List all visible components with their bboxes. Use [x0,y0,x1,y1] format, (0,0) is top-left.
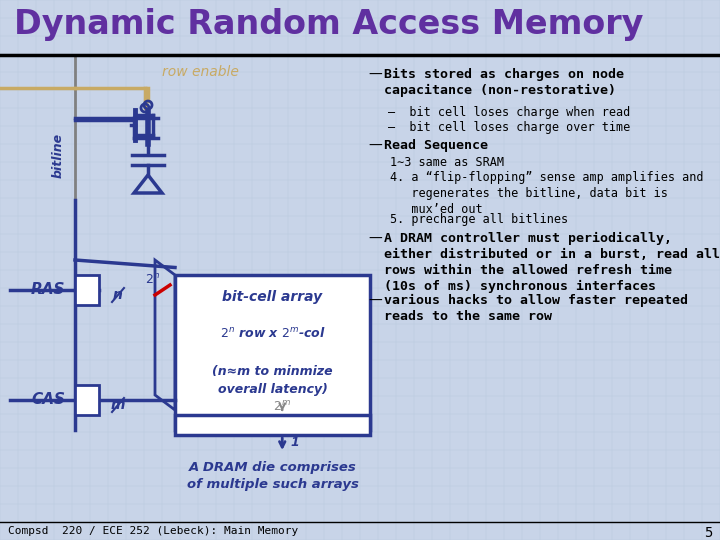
Text: —: — [368,232,382,246]
Text: 5: 5 [703,526,712,540]
Text: $2^n$ row x $2^m$-col: $2^n$ row x $2^m$-col [220,326,325,340]
Text: 1∼3 same as SRAM: 1∼3 same as SRAM [390,156,504,169]
Bar [75,385,99,415]
Text: —: — [368,294,382,308]
Text: —: — [368,68,382,82]
Text: Dynamic Random Access Memory: Dynamic Random Access Memory [14,8,644,41]
Text: sense amp and mux: sense amp and mux [202,418,343,431]
Text: various hacks to allow faster repeated
reads to the same row: various hacks to allow faster repeated r… [384,294,688,323]
Bar [175,415,370,435]
Text: 5. precharge all bitlines: 5. precharge all bitlines [390,213,568,226]
Text: Read Sequence: Read Sequence [384,139,488,152]
Text: A DRAM die comprises
of multiple such arrays: A DRAM die comprises of multiple such ar… [186,461,359,491]
Text: –  bit cell loses charge when read: – bit cell loses charge when read [388,106,630,119]
Text: Bits stored as charges on node
capacitance (non-restorative): Bits stored as charges on node capacitan… [384,68,624,97]
Bar [75,275,99,305]
Text: $2^n$: $2^n$ [145,273,160,287]
Bar [175,275,370,430]
Text: 1: 1 [290,436,299,449]
Text: bitline: bitline [52,132,65,178]
Text: n: n [113,288,123,302]
Text: A DRAM controller must periodically,
either distributed or in a burst, read all
: A DRAM controller must periodically, eit… [384,232,720,293]
Text: CAS: CAS [31,393,65,408]
Text: –  bit cell loses charge over time: – bit cell loses charge over time [388,121,630,134]
Text: (n≈m to minmize
overall latency): (n≈m to minmize overall latency) [212,364,333,395]
Text: 4. a “flip-flopping” sense amp amplifies and
   regenerates the bitline, data bi: 4. a “flip-flopping” sense amp amplifies… [390,171,703,216]
Text: row enable: row enable [161,65,238,79]
Text: bit-cell array: bit-cell array [222,290,323,304]
Text: —: — [368,139,382,153]
Text: m: m [111,398,125,412]
Text: Compsd  220 / ECE 252 (Lebeck): Main Memory: Compsd 220 / ECE 252 (Lebeck): Main Memo… [8,526,298,536]
Text: RAS: RAS [31,282,66,298]
Text: $2^m$: $2^m$ [274,400,292,414]
